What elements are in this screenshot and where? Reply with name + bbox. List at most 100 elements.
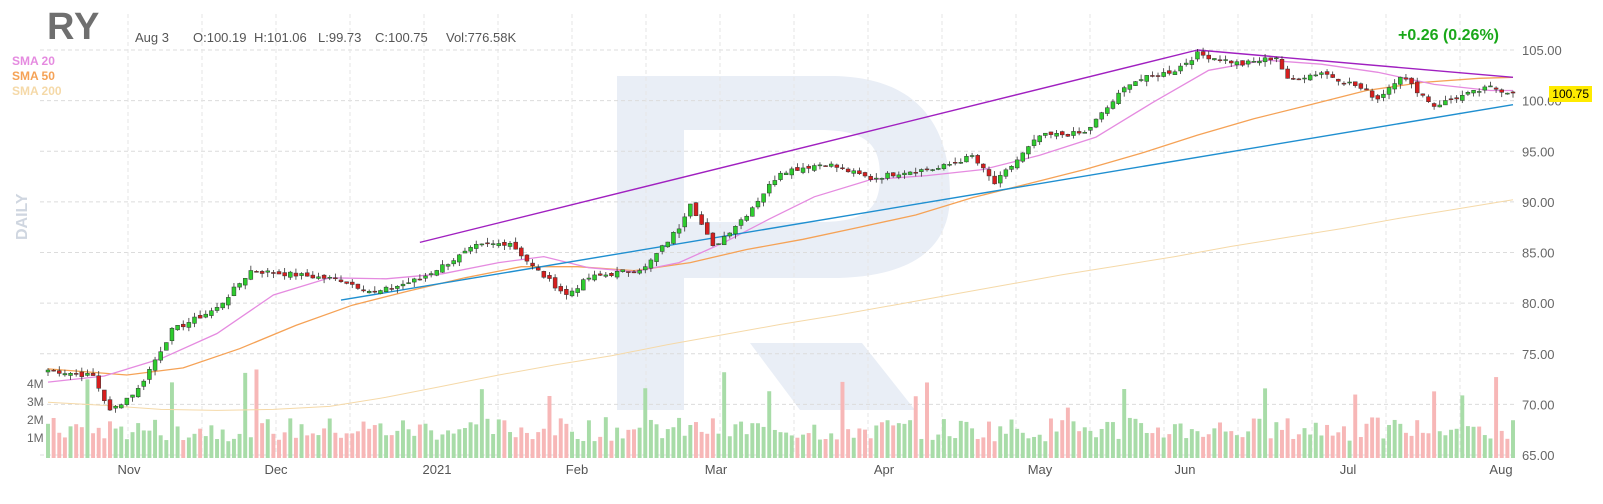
- candle-body: [113, 405, 118, 409]
- candle-body: [1454, 97, 1459, 100]
- volume-bar: [1116, 438, 1121, 458]
- candle-body: [502, 241, 507, 246]
- candle-body: [1144, 75, 1149, 82]
- candle-body: [1488, 85, 1493, 88]
- candle-body: [1037, 135, 1042, 143]
- volume-bar: [851, 437, 856, 458]
- candle-body: [1195, 51, 1200, 60]
- candle-body: [333, 277, 338, 280]
- candle-body: [1178, 65, 1183, 72]
- volume-bar: [1161, 437, 1166, 458]
- volume-bar: [1291, 438, 1296, 458]
- volume-bar: [1172, 424, 1177, 458]
- volume-bar: [1370, 417, 1375, 458]
- candle-body: [1183, 62, 1189, 65]
- candle-body: [141, 380, 147, 387]
- candle-body: [220, 302, 225, 309]
- volume-bar: [688, 425, 693, 458]
- volume-bar: [1347, 440, 1352, 458]
- volume-bar: [536, 432, 541, 458]
- candle-body: [1386, 87, 1392, 95]
- candle-body: [1014, 159, 1020, 169]
- volume-bar: [930, 439, 935, 458]
- candle-body: [1268, 57, 1273, 61]
- volume-bar: [801, 434, 806, 458]
- candle-body: [1307, 74, 1313, 81]
- candle-body: [1065, 134, 1071, 137]
- candle-body: [558, 286, 563, 292]
- volume-bar: [1482, 435, 1487, 458]
- candle-body: [767, 183, 772, 194]
- volume-bar: [564, 423, 569, 458]
- volume-bar: [705, 433, 710, 458]
- candle-body: [1161, 72, 1166, 77]
- candle-body: [705, 222, 710, 235]
- candle-body: [1071, 131, 1076, 136]
- sma50-legend[interactable]: SMA 50: [12, 69, 55, 83]
- candle-body: [733, 226, 738, 235]
- sma20-legend[interactable]: SMA 20: [12, 54, 55, 68]
- candle-body: [1121, 87, 1127, 93]
- candle-body: [1245, 60, 1251, 65]
- volume-bar: [992, 441, 997, 458]
- sma200-legend[interactable]: SMA 200: [12, 84, 62, 98]
- quote-open: O:100.19: [193, 30, 247, 45]
- candle-body: [874, 177, 879, 180]
- candle-body: [214, 307, 220, 311]
- volume-bar: [79, 427, 84, 458]
- volume-bar: [462, 428, 467, 458]
- candle-body: [152, 359, 158, 371]
- candle-body: [304, 272, 310, 277]
- volume-bar: [1499, 430, 1504, 458]
- volume-bar: [603, 417, 608, 458]
- candle-body: [924, 168, 930, 171]
- candle-body: [964, 156, 969, 163]
- candle-body: [659, 245, 665, 252]
- candle-body: [1223, 59, 1228, 61]
- candle-body: [947, 164, 952, 166]
- candle-body: [626, 271, 631, 273]
- volume-bar: [632, 429, 636, 458]
- volume-bar: [806, 433, 811, 458]
- candle-body: [1443, 100, 1448, 106]
- x-tick-label: Jul: [1340, 462, 1357, 477]
- candle-body: [1437, 104, 1442, 108]
- volume-bar: [936, 434, 941, 458]
- volume-bar: [164, 440, 169, 458]
- volume-bar: [1127, 417, 1132, 458]
- candle-body: [665, 241, 671, 248]
- volume-bar: [987, 421, 991, 458]
- candle-body: [1364, 88, 1369, 91]
- candle-body: [293, 272, 299, 277]
- volume-bar: [401, 420, 405, 458]
- candle-body: [158, 351, 163, 361]
- volume-bar: [1437, 431, 1442, 458]
- candle-body: [1302, 77, 1307, 80]
- candle-body: [310, 274, 316, 279]
- volume-bar: [1015, 428, 1020, 458]
- volume-bar: [1488, 438, 1493, 458]
- candle-body: [254, 271, 259, 273]
- candle-body: [1217, 59, 1223, 61]
- candle-body: [479, 243, 485, 246]
- candle-body: [1369, 90, 1375, 98]
- volume-bar: [1032, 436, 1037, 458]
- candle-body: [530, 262, 535, 266]
- candle-body: [445, 264, 451, 267]
- candle-body: [299, 273, 304, 276]
- volume-bar: [141, 430, 146, 458]
- volume-bar: [429, 430, 434, 458]
- volume-bar: [1071, 421, 1076, 458]
- candle-body: [676, 228, 682, 234]
- volume-bar: [1037, 434, 1042, 458]
- candlesticks: [45, 47, 1516, 413]
- volume-bar: [68, 426, 73, 458]
- candle-body: [795, 167, 800, 171]
- candle-body: [186, 322, 192, 328]
- ticker-symbol: RY: [47, 6, 101, 48]
- candle-body: [440, 264, 445, 273]
- candle-body: [1420, 93, 1426, 96]
- candle-body: [412, 278, 417, 283]
